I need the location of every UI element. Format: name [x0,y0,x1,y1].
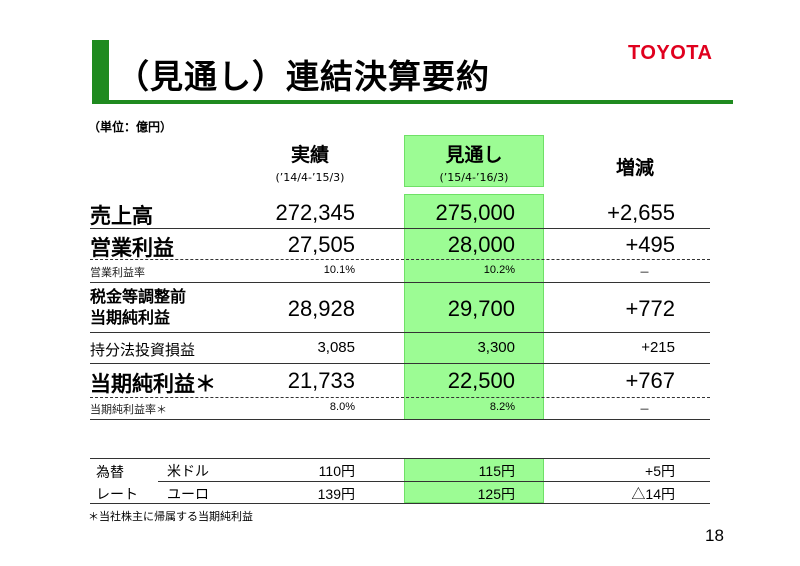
actual-value: 110円 [318,463,355,479]
row-divider [90,282,710,283]
row-label: 持分法投資損益 [90,341,196,359]
change-value: － [639,404,650,416]
column-title: 見通し [445,144,503,166]
change-value: － [639,267,650,279]
forecast-value: 3,300 [477,339,515,356]
actual-value: 10.1% [323,264,355,276]
change-value: △14円 [631,486,675,502]
actual-value: 3,085 [317,339,355,356]
column-period: (’14/4-’15/3) [275,171,345,184]
actual-value: 27,505 [287,232,355,257]
forecast-fx-highlight [404,458,544,503]
forecast-header-highlight [404,135,544,187]
change-value: +495 [625,232,675,257]
forecast-value: 10.2% [483,264,515,276]
toyota-logo: TOYOTA [628,42,713,64]
row-divider [90,332,710,333]
row-label: 税金等調整前 当期純利益 [90,286,186,328]
fx-label-line2: レート [96,487,138,503]
forecast-value: 125円 [477,486,515,502]
row-label: 営業利益 [90,236,174,260]
column-header-change: 増減 [565,153,705,180]
forecast-value: 29,700 [447,296,515,321]
forecast-value: 28,000 [447,232,515,257]
change-value: +215 [641,339,675,356]
footnote: ＊当社株主に帰属する当期純利益 [88,510,253,523]
column-header-forecast: 見通し (’15/4-’16/3) [404,140,544,184]
column-title: 実績 [290,144,329,166]
row-divider-dashed [90,397,710,398]
title-underline [92,100,733,104]
forecast-value: 22,500 [447,368,515,393]
page-number: 18 [705,526,724,545]
title-accent-bar [92,40,109,101]
row-divider [90,228,710,229]
forecast-value: 275,000 [435,200,515,225]
row-label: 営業利益率 [90,266,145,279]
forecast-value: 115円 [478,463,515,479]
column-title: 増減 [615,157,654,179]
change-value: +2,655 [607,200,675,225]
fx-bottom-divider [90,503,710,504]
fx-top-divider [90,458,710,459]
row-label-line1: 税金等調整前 [90,287,187,306]
actual-value: 28,928 [287,296,355,321]
page-title: （見通し）連結決算要約 [116,57,490,96]
row-label: 売上高 [90,204,153,228]
change-value: +5円 [645,463,675,479]
forecast-value: 8.2% [489,401,515,413]
unit-label: （単位：億円） [88,120,173,134]
row-divider-dashed [90,259,710,260]
actual-value: 272,345 [275,200,355,225]
fx-label-line1: 為替 [96,465,124,481]
currency-label: ユーロ [167,487,209,503]
fx-mid-divider [158,481,710,482]
column-period: (’15/4-’16/3) [439,171,509,184]
change-value: +767 [625,368,675,393]
row-label: 当期純利益率＊ [90,403,167,416]
currency-label: 米ドル [167,464,209,480]
row-label-line2: 当期純利益 [90,308,171,327]
actual-value: 8.0% [329,401,355,413]
row-divider [90,419,710,420]
actual-value: 21,733 [287,368,355,393]
change-value: +772 [625,296,675,321]
forecast-column-highlight [404,194,544,420]
actual-value: 139円 [317,486,355,502]
row-divider [90,363,710,364]
row-label: 当期純利益＊ [90,372,216,396]
column-header-actual: 実績 (’14/4-’15/3) [240,140,380,184]
